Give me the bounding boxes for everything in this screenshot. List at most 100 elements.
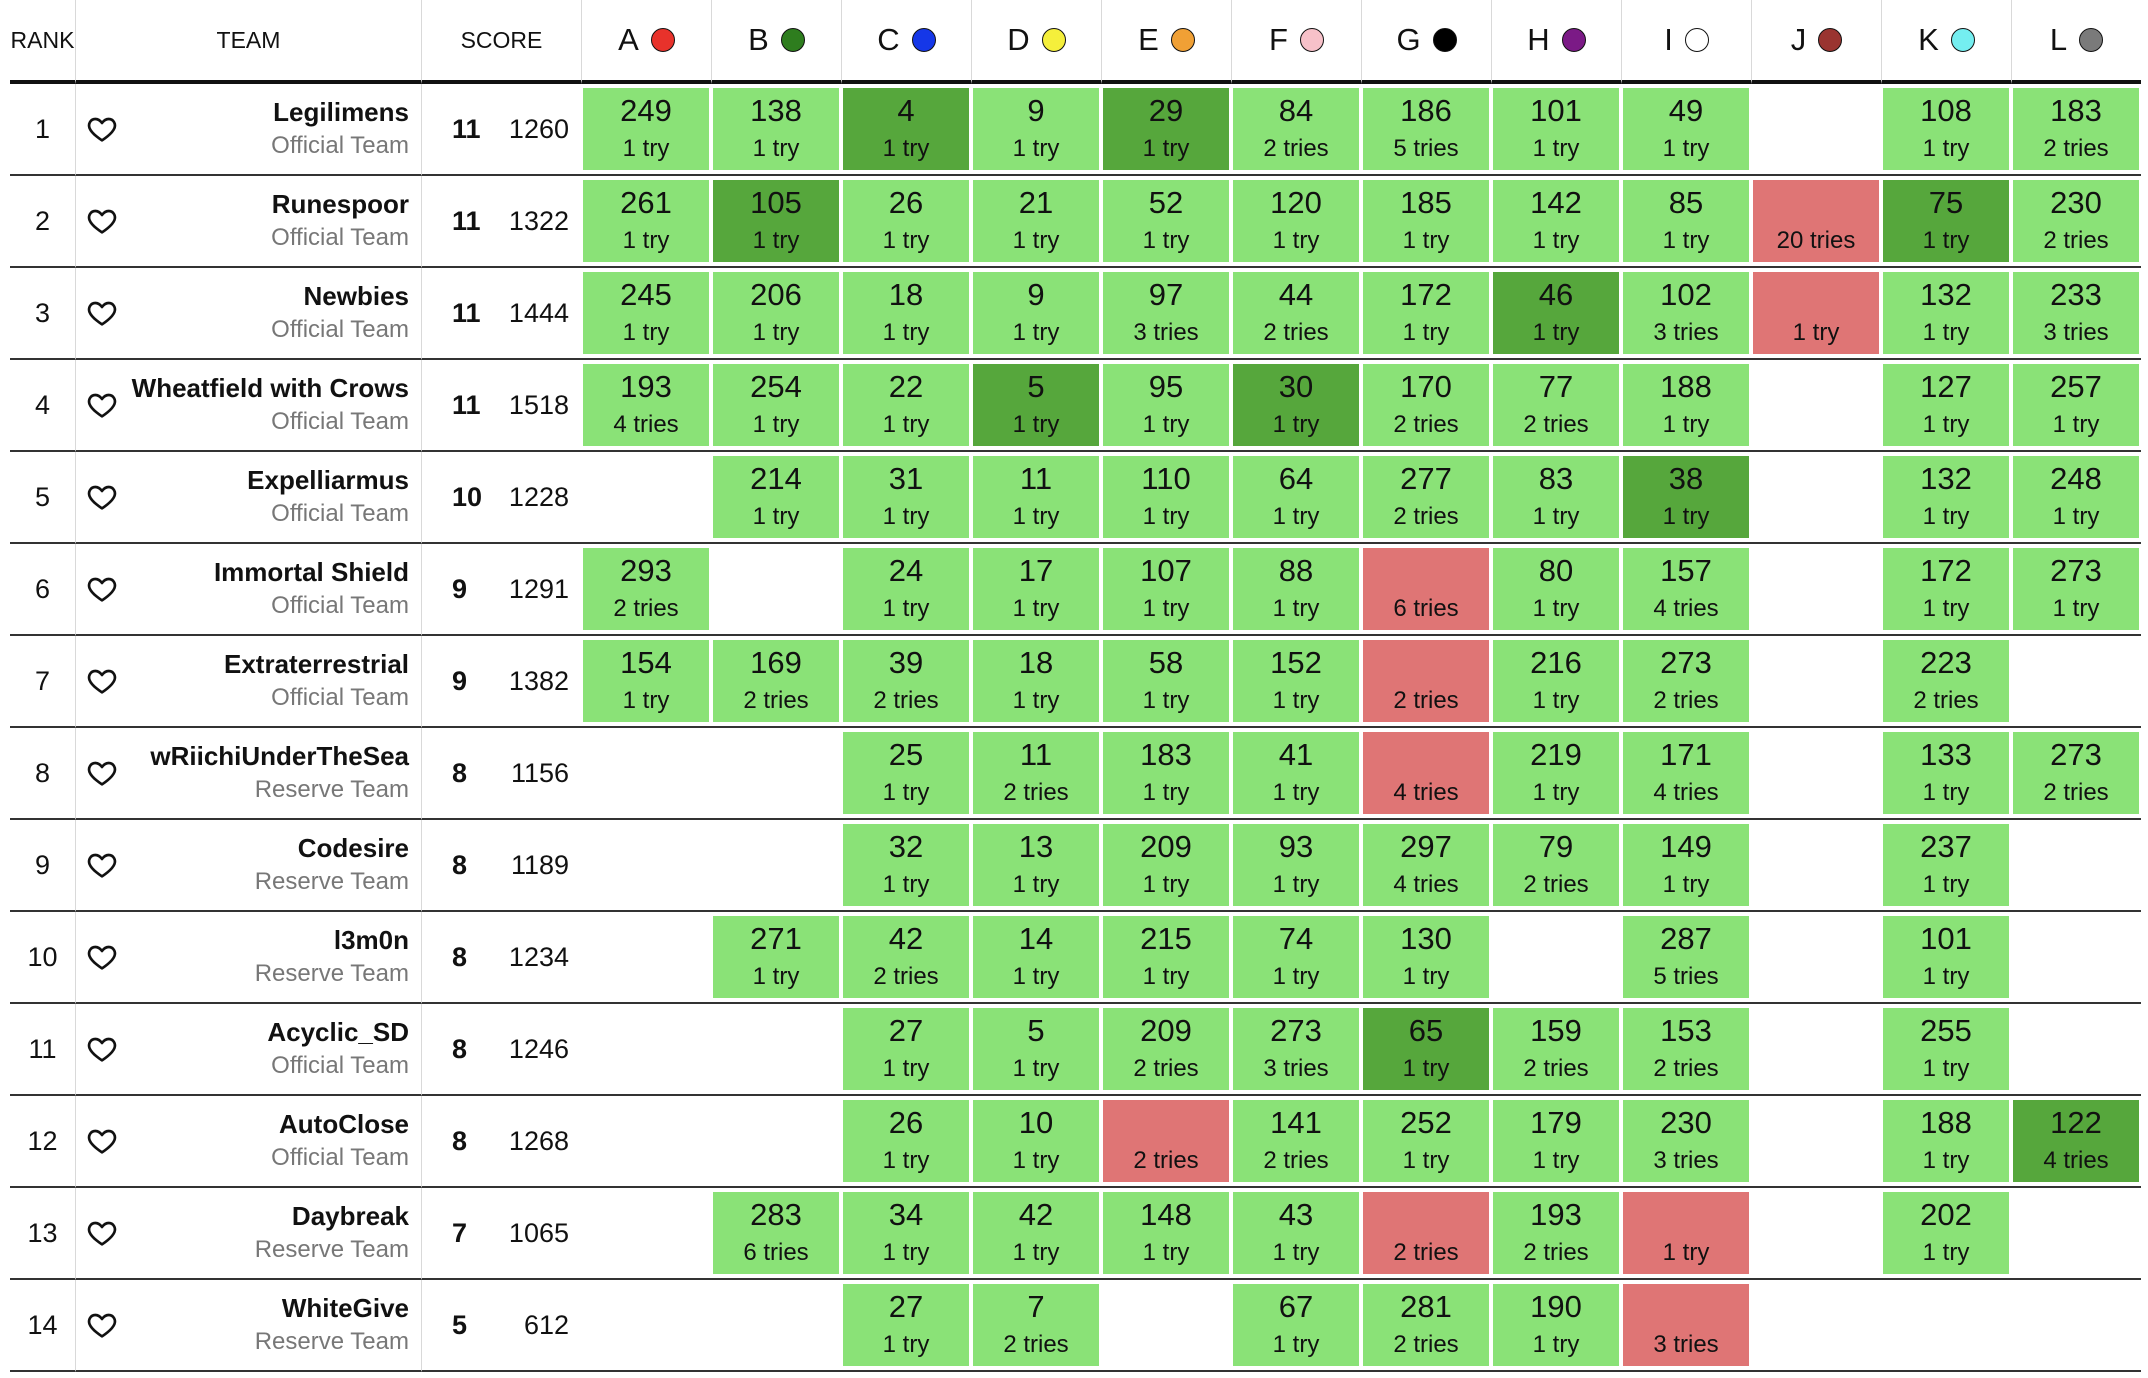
first-solve-box[interactable]: 65 1 try	[1363, 1008, 1489, 1090]
problem-header-b[interactable]: B	[711, 0, 841, 84]
favorite-heart-icon[interactable]	[86, 1033, 118, 1065]
solved-box[interactable]: 41 1 try	[1233, 732, 1359, 814]
solved-box[interactable]: 273 2 tries	[1623, 640, 1749, 722]
solved-box[interactable]: 24 1 try	[843, 548, 969, 630]
problem-header-k[interactable]: K	[1881, 0, 2011, 84]
solved-box[interactable]: 248 1 try	[2013, 456, 2139, 538]
team-name[interactable]: WhiteGive	[281, 1293, 409, 1323]
team-name[interactable]: Daybreak	[291, 1201, 409, 1231]
solved-box[interactable]: 190 1 try	[1493, 1284, 1619, 1366]
solved-box[interactable]: 277 2 tries	[1363, 456, 1489, 538]
solved-box[interactable]: 293 2 tries	[583, 548, 709, 630]
solved-box[interactable]: 7 2 tries	[973, 1284, 1099, 1366]
solved-box[interactable]: 141 2 tries	[1233, 1100, 1359, 1182]
favorite-heart-icon[interactable]	[86, 1125, 118, 1157]
problem-header-f[interactable]: F	[1231, 0, 1361, 84]
solved-box[interactable]: 152 1 try	[1233, 640, 1359, 722]
team-name[interactable]: Expelliarmus	[247, 465, 409, 495]
solved-box[interactable]: 18 1 try	[843, 272, 969, 354]
solved-box[interactable]: 216 1 try	[1493, 640, 1619, 722]
solved-box[interactable]: 287 5 tries	[1623, 916, 1749, 998]
solved-box[interactable]: 273 3 tries	[1233, 1008, 1359, 1090]
solved-box[interactable]: 93 1 try	[1233, 824, 1359, 906]
solved-box[interactable]: 9 1 try	[973, 272, 1099, 354]
problem-header-e[interactable]: E	[1101, 0, 1231, 84]
solved-box[interactable]: 31 1 try	[843, 456, 969, 538]
solved-box[interactable]: 223 2 tries	[1883, 640, 2009, 722]
solved-box[interactable]: 120 1 try	[1233, 180, 1359, 262]
attempt-failed-box[interactable]: 6 tries	[1363, 548, 1489, 630]
first-solve-box[interactable]: 5 1 try	[973, 364, 1099, 446]
solved-box[interactable]: 183 1 try	[1103, 732, 1229, 814]
solved-box[interactable]: 67 1 try	[1233, 1284, 1359, 1366]
solved-box[interactable]: 172 1 try	[1883, 548, 2009, 630]
solved-box[interactable]: 27 1 try	[843, 1008, 969, 1090]
solved-box[interactable]: 42 1 try	[973, 1192, 1099, 1274]
problem-header-i[interactable]: I	[1621, 0, 1751, 84]
solved-box[interactable]: 34 1 try	[843, 1192, 969, 1274]
solved-box[interactable]: 273 1 try	[2013, 548, 2139, 630]
team-name[interactable]: Runespoor	[271, 189, 409, 219]
solved-box[interactable]: 130 1 try	[1363, 916, 1489, 998]
solved-box[interactable]: 149 1 try	[1623, 824, 1749, 906]
first-solve-box[interactable]: 105 1 try	[713, 180, 839, 262]
solved-box[interactable]: 13 1 try	[973, 824, 1099, 906]
solved-box[interactable]: 26 1 try	[843, 1100, 969, 1182]
solved-box[interactable]: 219 1 try	[1493, 732, 1619, 814]
solved-box[interactable]: 171 4 tries	[1623, 732, 1749, 814]
solved-box[interactable]: 108 1 try	[1883, 88, 2009, 170]
problem-header-c[interactable]: C	[841, 0, 971, 84]
solved-box[interactable]: 206 1 try	[713, 272, 839, 354]
first-solve-box[interactable]: 38 1 try	[1623, 456, 1749, 538]
solved-box[interactable]: 9 1 try	[973, 88, 1099, 170]
solved-box[interactable]: 153 2 tries	[1623, 1008, 1749, 1090]
solved-box[interactable]: 159 2 tries	[1493, 1008, 1619, 1090]
team-name[interactable]: Newbies	[303, 281, 410, 311]
solved-box[interactable]: 5 1 try	[973, 1008, 1099, 1090]
attempt-failed-box[interactable]: 4 tries	[1363, 732, 1489, 814]
solved-box[interactable]: 101 1 try	[1493, 88, 1619, 170]
team-name[interactable]: Immortal Shield	[213, 557, 409, 587]
favorite-heart-icon[interactable]	[86, 297, 118, 329]
solved-box[interactable]: 49 1 try	[1623, 88, 1749, 170]
solved-box[interactable]: 186 5 tries	[1363, 88, 1489, 170]
solved-box[interactable]: 39 2 tries	[843, 640, 969, 722]
solved-box[interactable]: 233 3 tries	[2013, 272, 2139, 354]
solved-box[interactable]: 58 1 try	[1103, 640, 1229, 722]
solved-box[interactable]: 255 1 try	[1883, 1008, 2009, 1090]
solved-box[interactable]: 42 2 tries	[843, 916, 969, 998]
solved-box[interactable]: 133 1 try	[1883, 732, 2009, 814]
solved-box[interactable]: 209 2 tries	[1103, 1008, 1229, 1090]
solved-box[interactable]: 127 1 try	[1883, 364, 2009, 446]
solved-box[interactable]: 261 1 try	[583, 180, 709, 262]
solved-box[interactable]: 157 4 tries	[1623, 548, 1749, 630]
first-solve-box[interactable]: 46 1 try	[1493, 272, 1619, 354]
favorite-heart-icon[interactable]	[86, 665, 118, 697]
solved-box[interactable]: 21 1 try	[973, 180, 1099, 262]
solved-box[interactable]: 101 1 try	[1883, 916, 2009, 998]
solved-box[interactable]: 193 4 tries	[583, 364, 709, 446]
favorite-heart-icon[interactable]	[86, 481, 118, 513]
solved-box[interactable]: 77 2 tries	[1493, 364, 1619, 446]
solved-box[interactable]: 83 1 try	[1493, 456, 1619, 538]
first-solve-box[interactable]: 75 1 try	[1883, 180, 2009, 262]
rank-header[interactable]: RANK	[10, 0, 75, 84]
solved-box[interactable]: 18 1 try	[973, 640, 1099, 722]
solved-box[interactable]: 32 1 try	[843, 824, 969, 906]
solved-box[interactable]: 249 1 try	[583, 88, 709, 170]
solved-box[interactable]: 84 2 tries	[1233, 88, 1359, 170]
favorite-heart-icon[interactable]	[86, 205, 118, 237]
team-name[interactable]: Wheatfield with Crows	[131, 373, 409, 403]
solved-box[interactable]: 107 1 try	[1103, 548, 1229, 630]
favorite-heart-icon[interactable]	[86, 757, 118, 789]
solved-box[interactable]: 170 2 tries	[1363, 364, 1489, 446]
solved-box[interactable]: 230 3 tries	[1623, 1100, 1749, 1182]
solved-box[interactable]: 254 1 try	[713, 364, 839, 446]
solved-box[interactable]: 26 1 try	[843, 180, 969, 262]
team-name[interactable]: Legilimens	[273, 97, 409, 127]
solved-box[interactable]: 142 1 try	[1493, 180, 1619, 262]
solved-box[interactable]: 52 1 try	[1103, 180, 1229, 262]
problem-header-l[interactable]: L	[2011, 0, 2141, 84]
team-name[interactable]: Acyclic_SD	[267, 1017, 409, 1047]
team-name[interactable]: AutoClose	[279, 1109, 409, 1139]
